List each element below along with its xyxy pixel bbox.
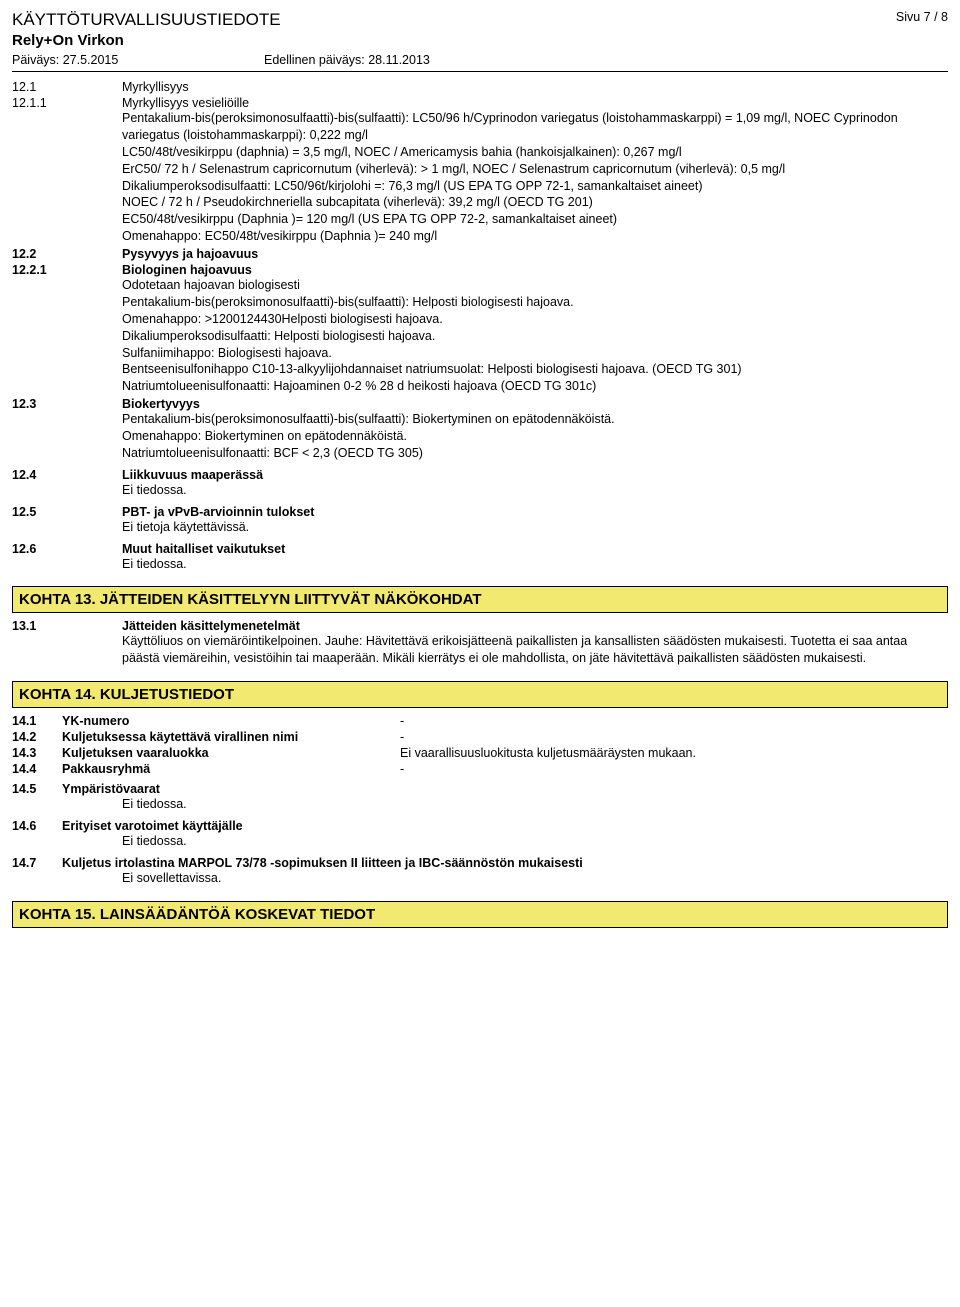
kohta-14-header: KOHTA 14. KULJETUSTIEDOT bbox=[12, 681, 948, 708]
section-14-6-body: Ei tiedossa. bbox=[122, 833, 948, 850]
section-12-3: 12.3 Biokertyvyys bbox=[12, 397, 948, 411]
section-12-6: 12.6 Muut haitalliset vaikutukset bbox=[12, 542, 948, 556]
prev-date: Edellinen päiväys: 28.11.2013 bbox=[264, 53, 430, 67]
section-12-4: 12.4 Liikkuvuus maaperässä bbox=[12, 468, 948, 482]
date-row: Päiväys: 27.5.2015 Edellinen päiväys: 28… bbox=[12, 53, 948, 67]
section-14-7-body: Ei sovellettavissa. bbox=[122, 870, 948, 887]
section-14-7: 14.7 Kuljetus irtolastina MARPOL 73/78 -… bbox=[12, 856, 948, 870]
section-12-5-body: Ei tietoja käytettävissä. bbox=[122, 519, 948, 536]
section-14-5: 14.5 Ympäristövaarat bbox=[12, 782, 948, 796]
product-name: Rely+On Virkon bbox=[12, 32, 281, 49]
section-12-2-1-body: Odotetaan hajoavan biologisesti Pentakal… bbox=[122, 277, 948, 395]
section-12-2-1: 12.2.1 Biologinen hajoavuus bbox=[12, 263, 948, 277]
section-14-5-body: Ei tiedossa. bbox=[122, 796, 948, 813]
section-12-1-1-body: Pentakalium-bis(peroksimonosulfaatti)-bi… bbox=[122, 110, 948, 245]
section-12-2: 12.2 Pysyvyys ja hajoavuus bbox=[12, 247, 948, 261]
divider bbox=[12, 71, 948, 72]
row-14-3: 14.3 Kuljetuksen vaaraluokka Ei vaaralli… bbox=[12, 746, 948, 760]
date: Päiväys: 27.5.2015 bbox=[12, 53, 264, 67]
section-12-6-body: Ei tiedossa. bbox=[122, 556, 948, 573]
section-13-1: 13.1 Jätteiden käsittelymenetelmät bbox=[12, 619, 948, 633]
section-12-1-1: 12.1.1 Myrkyllisyys vesieliöille bbox=[12, 96, 948, 110]
header: KÄYTTÖTURVALLISUUSTIEDOTE Rely+On Virkon… bbox=[12, 10, 948, 49]
row-14-2: 14.2 Kuljetuksessa käytettävä virallinen… bbox=[12, 730, 948, 744]
page-number: Sivu 7 / 8 bbox=[896, 10, 948, 24]
section-12-1: 12.1 Myrkyllisyys bbox=[12, 80, 948, 94]
section-12-5: 12.5 PBT- ja vPvB-arvioinnin tulokset bbox=[12, 505, 948, 519]
section-12-3-body: Pentakalium-bis(peroksimonosulfaatti)-bi… bbox=[122, 411, 948, 462]
kohta-13-header: KOHTA 13. JÄTTEIDEN KÄSITTELYYN LIITTYVÄ… bbox=[12, 586, 948, 613]
row-14-4: 14.4 Pakkausryhmä - bbox=[12, 762, 948, 776]
row-14-1: 14.1 YK-numero - bbox=[12, 714, 948, 728]
doc-title: KÄYTTÖTURVALLISUUSTIEDOTE bbox=[12, 10, 281, 30]
section-13-1-body: Käyttöliuos on viemäröintikelpoinen. Jau… bbox=[122, 633, 948, 667]
kohta-15-header: KOHTA 15. LAINSÄÄDÄNTÖÄ KOSKEVAT TIEDOT bbox=[12, 901, 948, 928]
section-12-4-body: Ei tiedossa. bbox=[122, 482, 948, 499]
section-14-6: 14.6 Erityiset varotoimet käyttäjälle bbox=[12, 819, 948, 833]
